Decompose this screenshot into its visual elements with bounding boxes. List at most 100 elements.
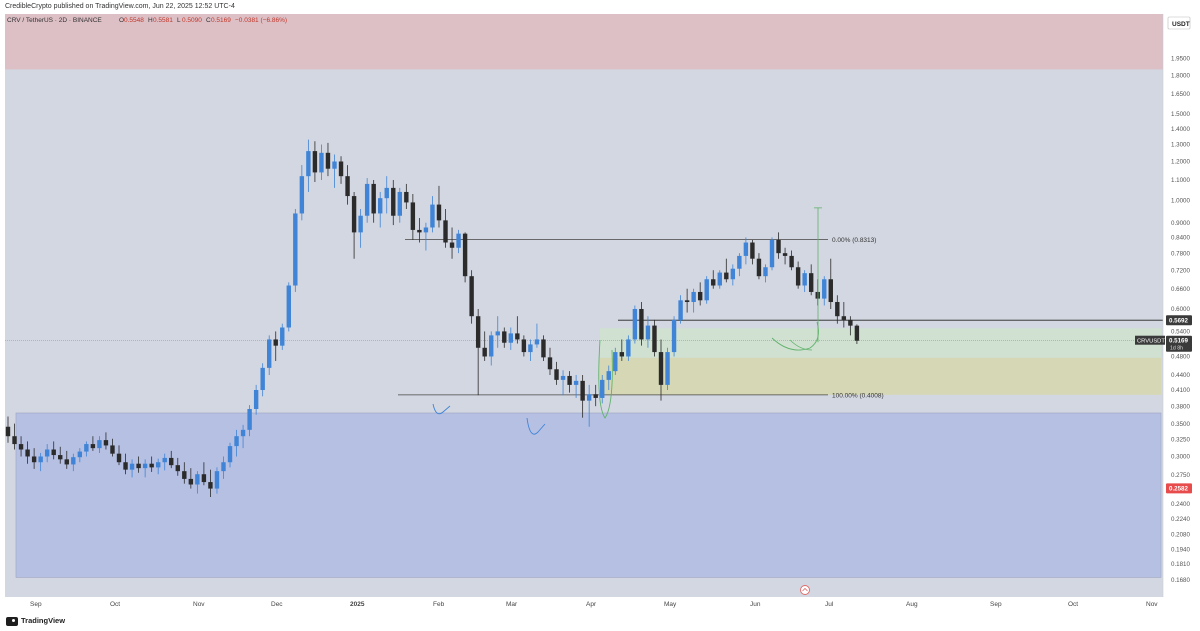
- candle-body[interactable]: [684, 300, 690, 303]
- candle-body[interactable]: [306, 151, 311, 177]
- candle-body[interactable]: [436, 204, 442, 221]
- current-price-tag[interactable]: [1166, 335, 1192, 352]
- candle-body[interactable]: [44, 449, 50, 457]
- candle-body[interactable]: [286, 285, 291, 328]
- candle-body[interactable]: [293, 213, 298, 286]
- candle-body[interactable]: [573, 380, 579, 385]
- candle-body[interactable]: [756, 258, 762, 277]
- candle-body[interactable]: [58, 455, 63, 460]
- candle-body[interactable]: [848, 319, 853, 326]
- candle-body[interactable]: [182, 471, 187, 479]
- candle-body[interactable]: [116, 453, 122, 463]
- candle-body[interactable]: [482, 347, 487, 357]
- candle-body[interactable]: [25, 449, 30, 457]
- candle-body[interactable]: [639, 308, 644, 340]
- candle-body[interactable]: [169, 457, 174, 466]
- candle-body[interactable]: [253, 390, 259, 410]
- candle-body[interactable]: [502, 331, 507, 343]
- candle-body[interactable]: [345, 176, 350, 197]
- candle-body[interactable]: [267, 339, 272, 368]
- candle-body[interactable]: [560, 375, 566, 380]
- candle-body[interactable]: [162, 457, 167, 463]
- candle-body[interactable]: [325, 152, 331, 169]
- candle-body[interactable]: [423, 227, 429, 233]
- candle-body[interactable]: [299, 176, 305, 214]
- target-zone-green[interactable]: [600, 328, 1161, 358]
- candle-body[interactable]: [280, 327, 285, 346]
- candle-body[interactable]: [711, 279, 716, 286]
- candle-body[interactable]: [417, 229, 422, 233]
- candle-body[interactable]: [554, 369, 559, 380]
- candle-body[interactable]: [619, 352, 625, 357]
- candle-body[interactable]: [247, 409, 252, 430]
- candle-body[interactable]: [103, 440, 109, 446]
- candle-body[interactable]: [730, 268, 736, 280]
- candle-body[interactable]: [795, 267, 801, 286]
- candle-body[interactable]: [632, 308, 638, 340]
- candle-body[interactable]: [351, 196, 357, 233]
- candle-body[interactable]: [580, 380, 585, 401]
- candle-body[interactable]: [364, 183, 370, 216]
- candle-body[interactable]: [12, 436, 17, 445]
- candle-body[interactable]: [586, 394, 592, 401]
- candle-body[interactable]: [743, 242, 749, 256]
- candle-body[interactable]: [110, 445, 115, 454]
- candle-body[interactable]: [123, 462, 128, 470]
- candle-body[interactable]: [763, 267, 768, 277]
- candle-body[interactable]: [240, 429, 246, 437]
- candle-body[interactable]: [71, 457, 76, 465]
- candle-body[interactable]: [822, 279, 827, 299]
- candle-body[interactable]: [704, 279, 709, 301]
- level-price-tag[interactable]: [1166, 315, 1192, 326]
- candle-body[interactable]: [97, 440, 102, 449]
- candle-body[interactable]: [51, 449, 56, 456]
- candle-body[interactable]: [508, 333, 514, 343]
- candle-body[interactable]: [64, 459, 69, 465]
- candle-body[interactable]: [18, 444, 24, 450]
- candle-body[interactable]: [593, 394, 598, 398]
- candle-body[interactable]: [717, 272, 722, 286]
- candle-body[interactable]: [547, 357, 553, 370]
- candle-body[interactable]: [142, 463, 148, 469]
- candle-body[interactable]: [175, 465, 180, 472]
- candle-body[interactable]: [626, 339, 631, 357]
- unit-box[interactable]: [1167, 16, 1191, 30]
- candle-body[interactable]: [84, 444, 89, 452]
- candle-body[interactable]: [384, 187, 389, 199]
- candle-body[interactable]: [462, 233, 468, 277]
- candle-body[interactable]: [312, 151, 318, 173]
- candle-body[interactable]: [495, 331, 500, 336]
- candle-body[interactable]: [456, 233, 461, 248]
- candle-body[interactable]: [841, 316, 847, 320]
- candle-body[interactable]: [567, 375, 572, 385]
- candle-body[interactable]: [802, 273, 807, 286]
- candle-body[interactable]: [378, 198, 383, 214]
- candle-body[interactable]: [534, 339, 540, 345]
- candle-body[interactable]: [31, 456, 37, 463]
- candle-body[interactable]: [227, 446, 233, 463]
- candle-body[interactable]: [645, 325, 651, 340]
- candle-body[interactable]: [129, 463, 135, 470]
- candle-body[interactable]: [724, 272, 729, 280]
- candle-body[interactable]: [808, 273, 814, 292]
- candle-body[interactable]: [835, 302, 840, 317]
- candle-body[interactable]: [782, 253, 788, 256]
- candle-body[interactable]: [201, 474, 207, 483]
- candle-body[interactable]: [214, 471, 220, 489]
- event-marker-icon[interactable]: [800, 585, 810, 595]
- candle-body[interactable]: [195, 474, 200, 485]
- candle-body[interactable]: [149, 463, 154, 468]
- candle-body[interactable]: [5, 426, 11, 437]
- candle-body[interactable]: [613, 352, 618, 372]
- candle-body[interactable]: [521, 339, 527, 353]
- candle-body[interactable]: [155, 462, 161, 468]
- candle-body[interactable]: [371, 183, 376, 214]
- candle-body[interactable]: [528, 344, 533, 353]
- candle-body[interactable]: [234, 436, 239, 447]
- candle-body[interactable]: [750, 242, 755, 259]
- candle-body[interactable]: [332, 161, 337, 169]
- candle-body[interactable]: [430, 204, 435, 228]
- candle-body[interactable]: [319, 152, 324, 173]
